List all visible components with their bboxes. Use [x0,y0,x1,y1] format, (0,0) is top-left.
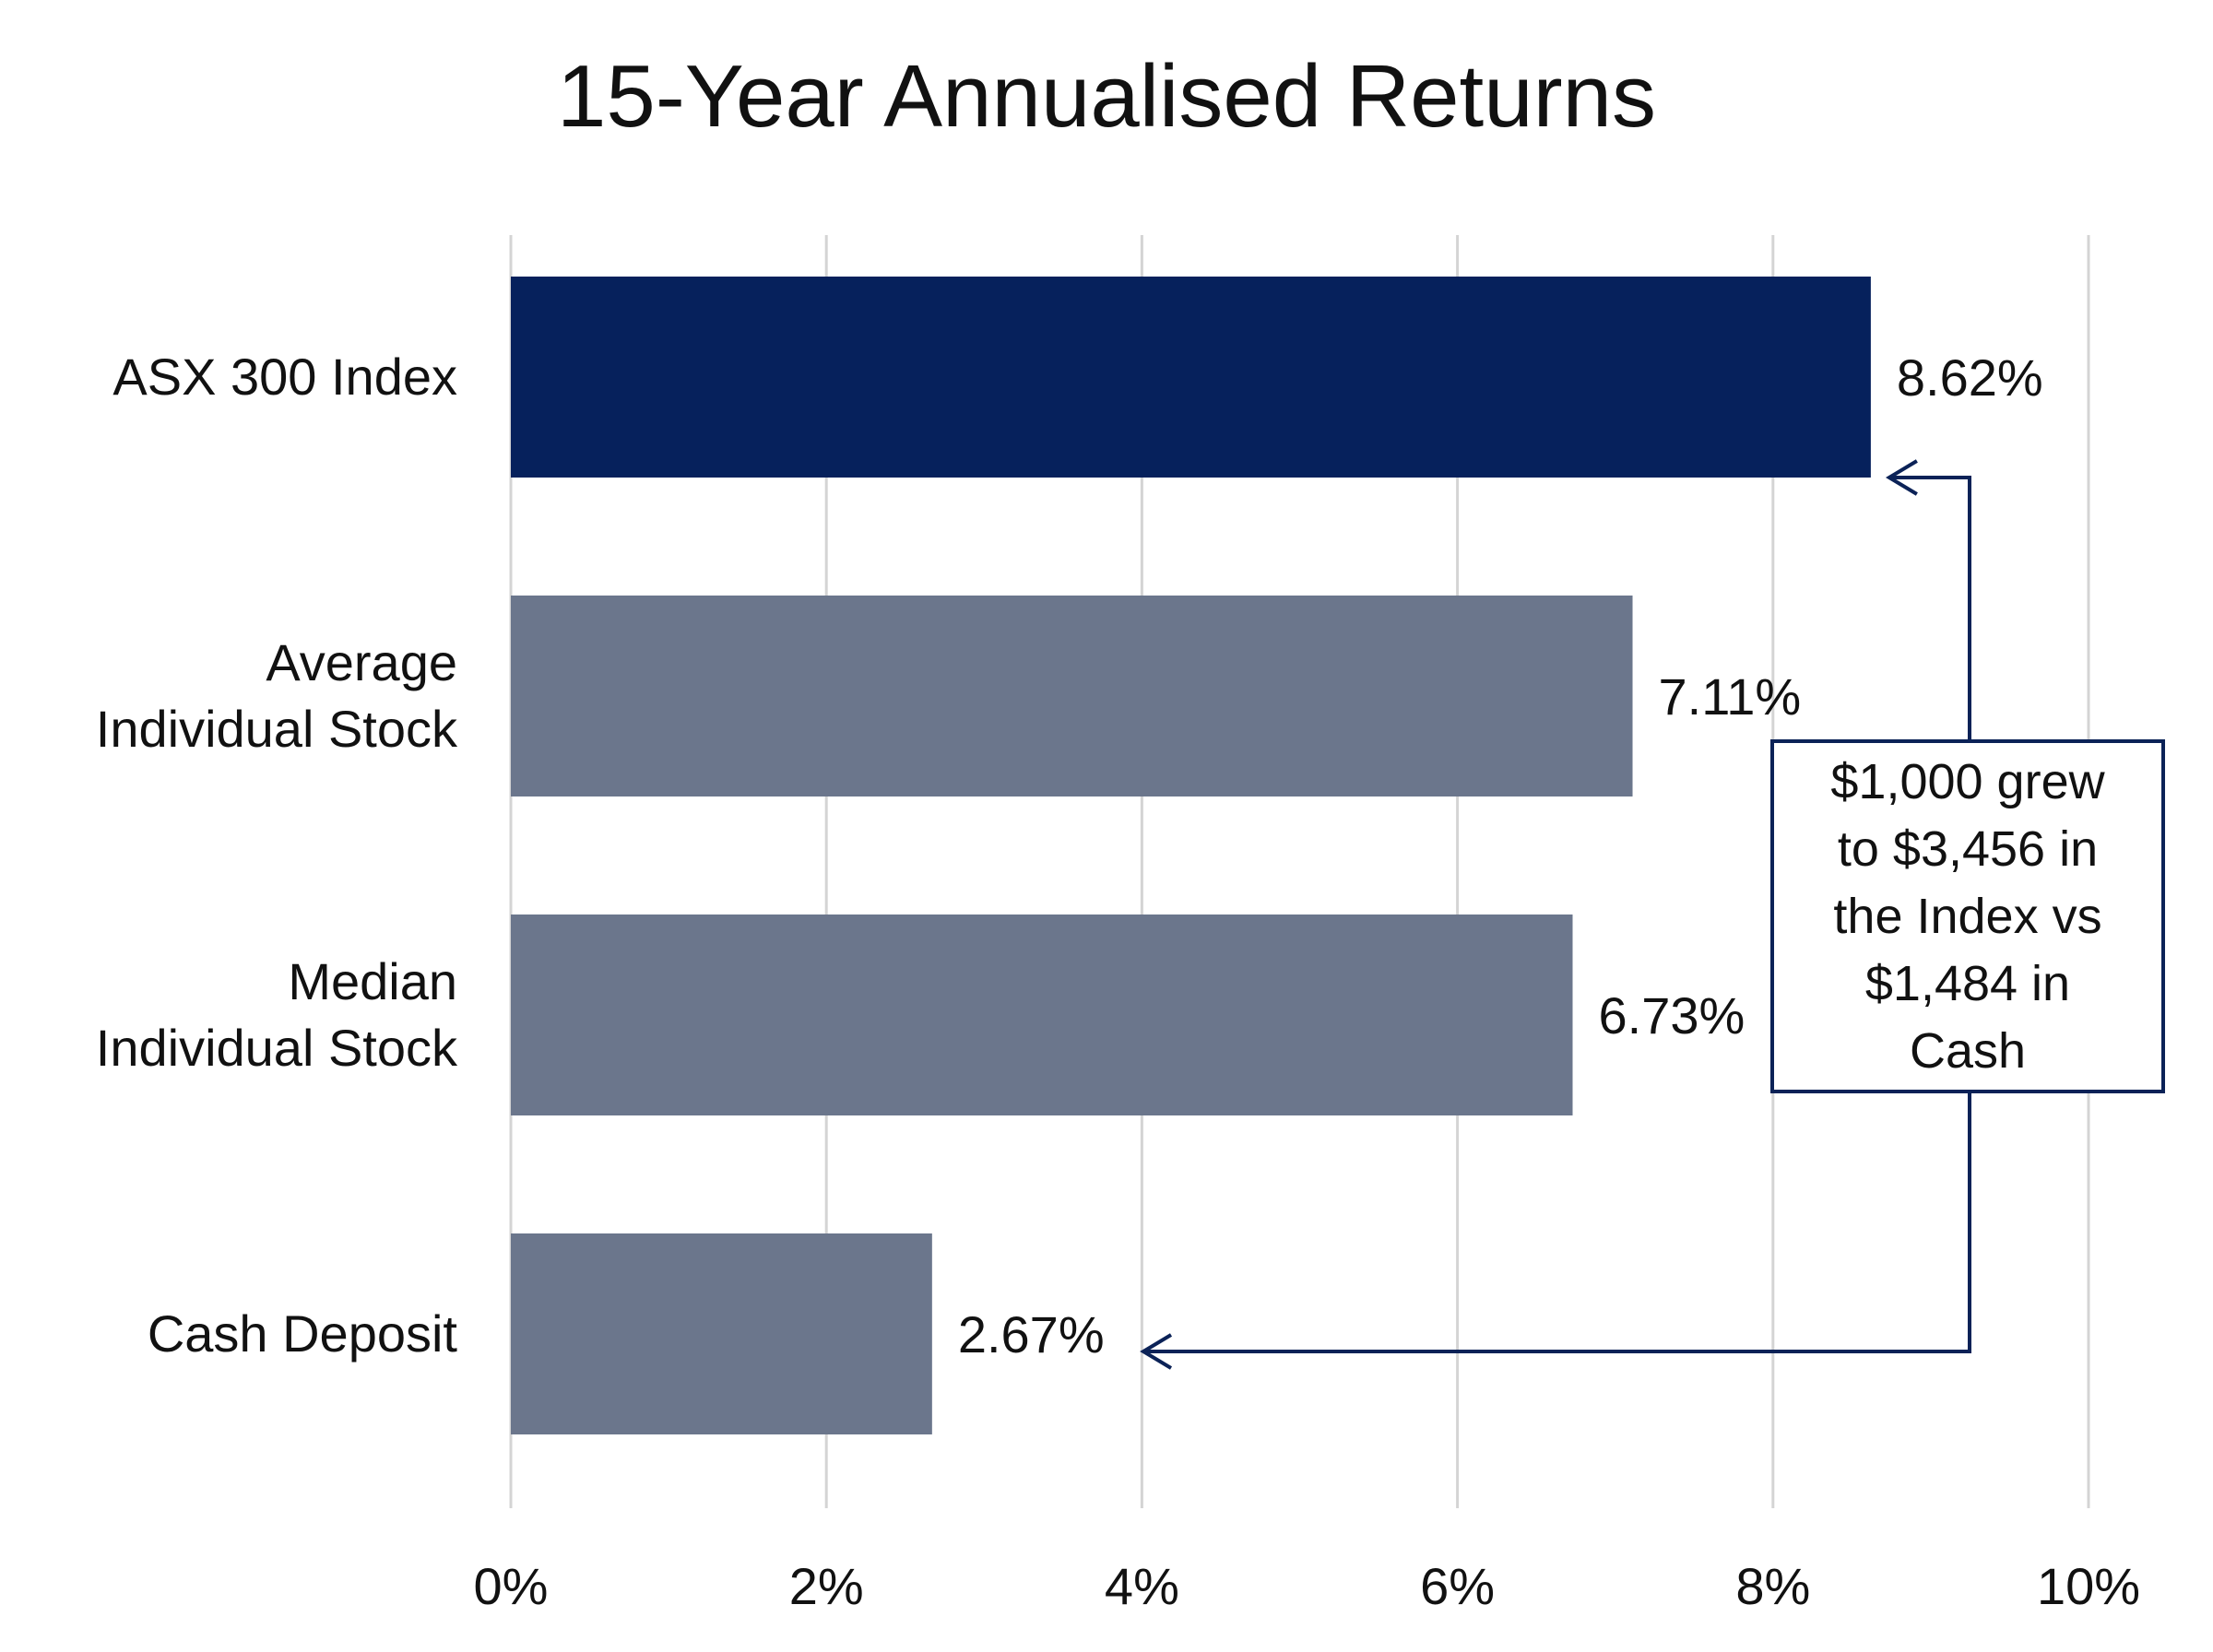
x-tick-label: 8% [1735,1557,1810,1615]
value-label: 2.67% [958,1305,1105,1363]
annotation-text: $1,000 grew to $3,456 in the Index vs $1,48… [1830,749,2104,1085]
category-label: Individual Stock [96,700,458,758]
value-label: 8.62% [1897,348,2043,407]
x-tick-label: 2% [789,1557,864,1615]
arrowhead-cash [1140,1333,1173,1370]
category-label: Median [288,952,457,1010]
annotation-line: the Index vs [1833,888,2102,944]
x-tick-label: 10% [2037,1557,2140,1615]
labels: 0% 2% 4% 6% 8% 10% 8.62% ASX 300 Index 7.11% Aver… [96,348,2140,1615]
annotation-line: Cash [1909,1022,2027,1079]
chart-title: 15-Year Annualised Returns [557,47,1656,146]
bars [511,277,1871,1434]
arrow-to-cash [1143,1093,1971,1353]
bar [511,596,1633,796]
annotation-box: $1,000 grew to $3,456 in the Index vs $1,48… [1770,739,2165,1093]
category-label: ASX 300 Index [112,348,457,406]
x-tick-label: 6% [1420,1557,1495,1615]
bar [511,914,1573,1115]
bar [511,1233,932,1434]
value-label: 6.73% [1599,986,1746,1044]
arrowhead-index [1885,459,1918,496]
annotation-line: $1,484 in [1864,955,2071,1011]
category-label: Average [266,633,457,691]
category-label: Individual Stock [96,1019,458,1077]
value-label: 7.11% [1659,667,1802,726]
arrow-to-index [1888,476,1971,739]
category-label: Cash Deposit [148,1304,458,1363]
annotation-line: $1,000 grew [1830,753,2105,809]
x-tick-label: 4% [1105,1557,1179,1615]
x-tick-label: 0% [474,1557,549,1615]
bar [511,277,1871,478]
annotation-line: to $3,456 in [1837,820,2099,877]
annotation-arrows [1140,459,1971,1370]
